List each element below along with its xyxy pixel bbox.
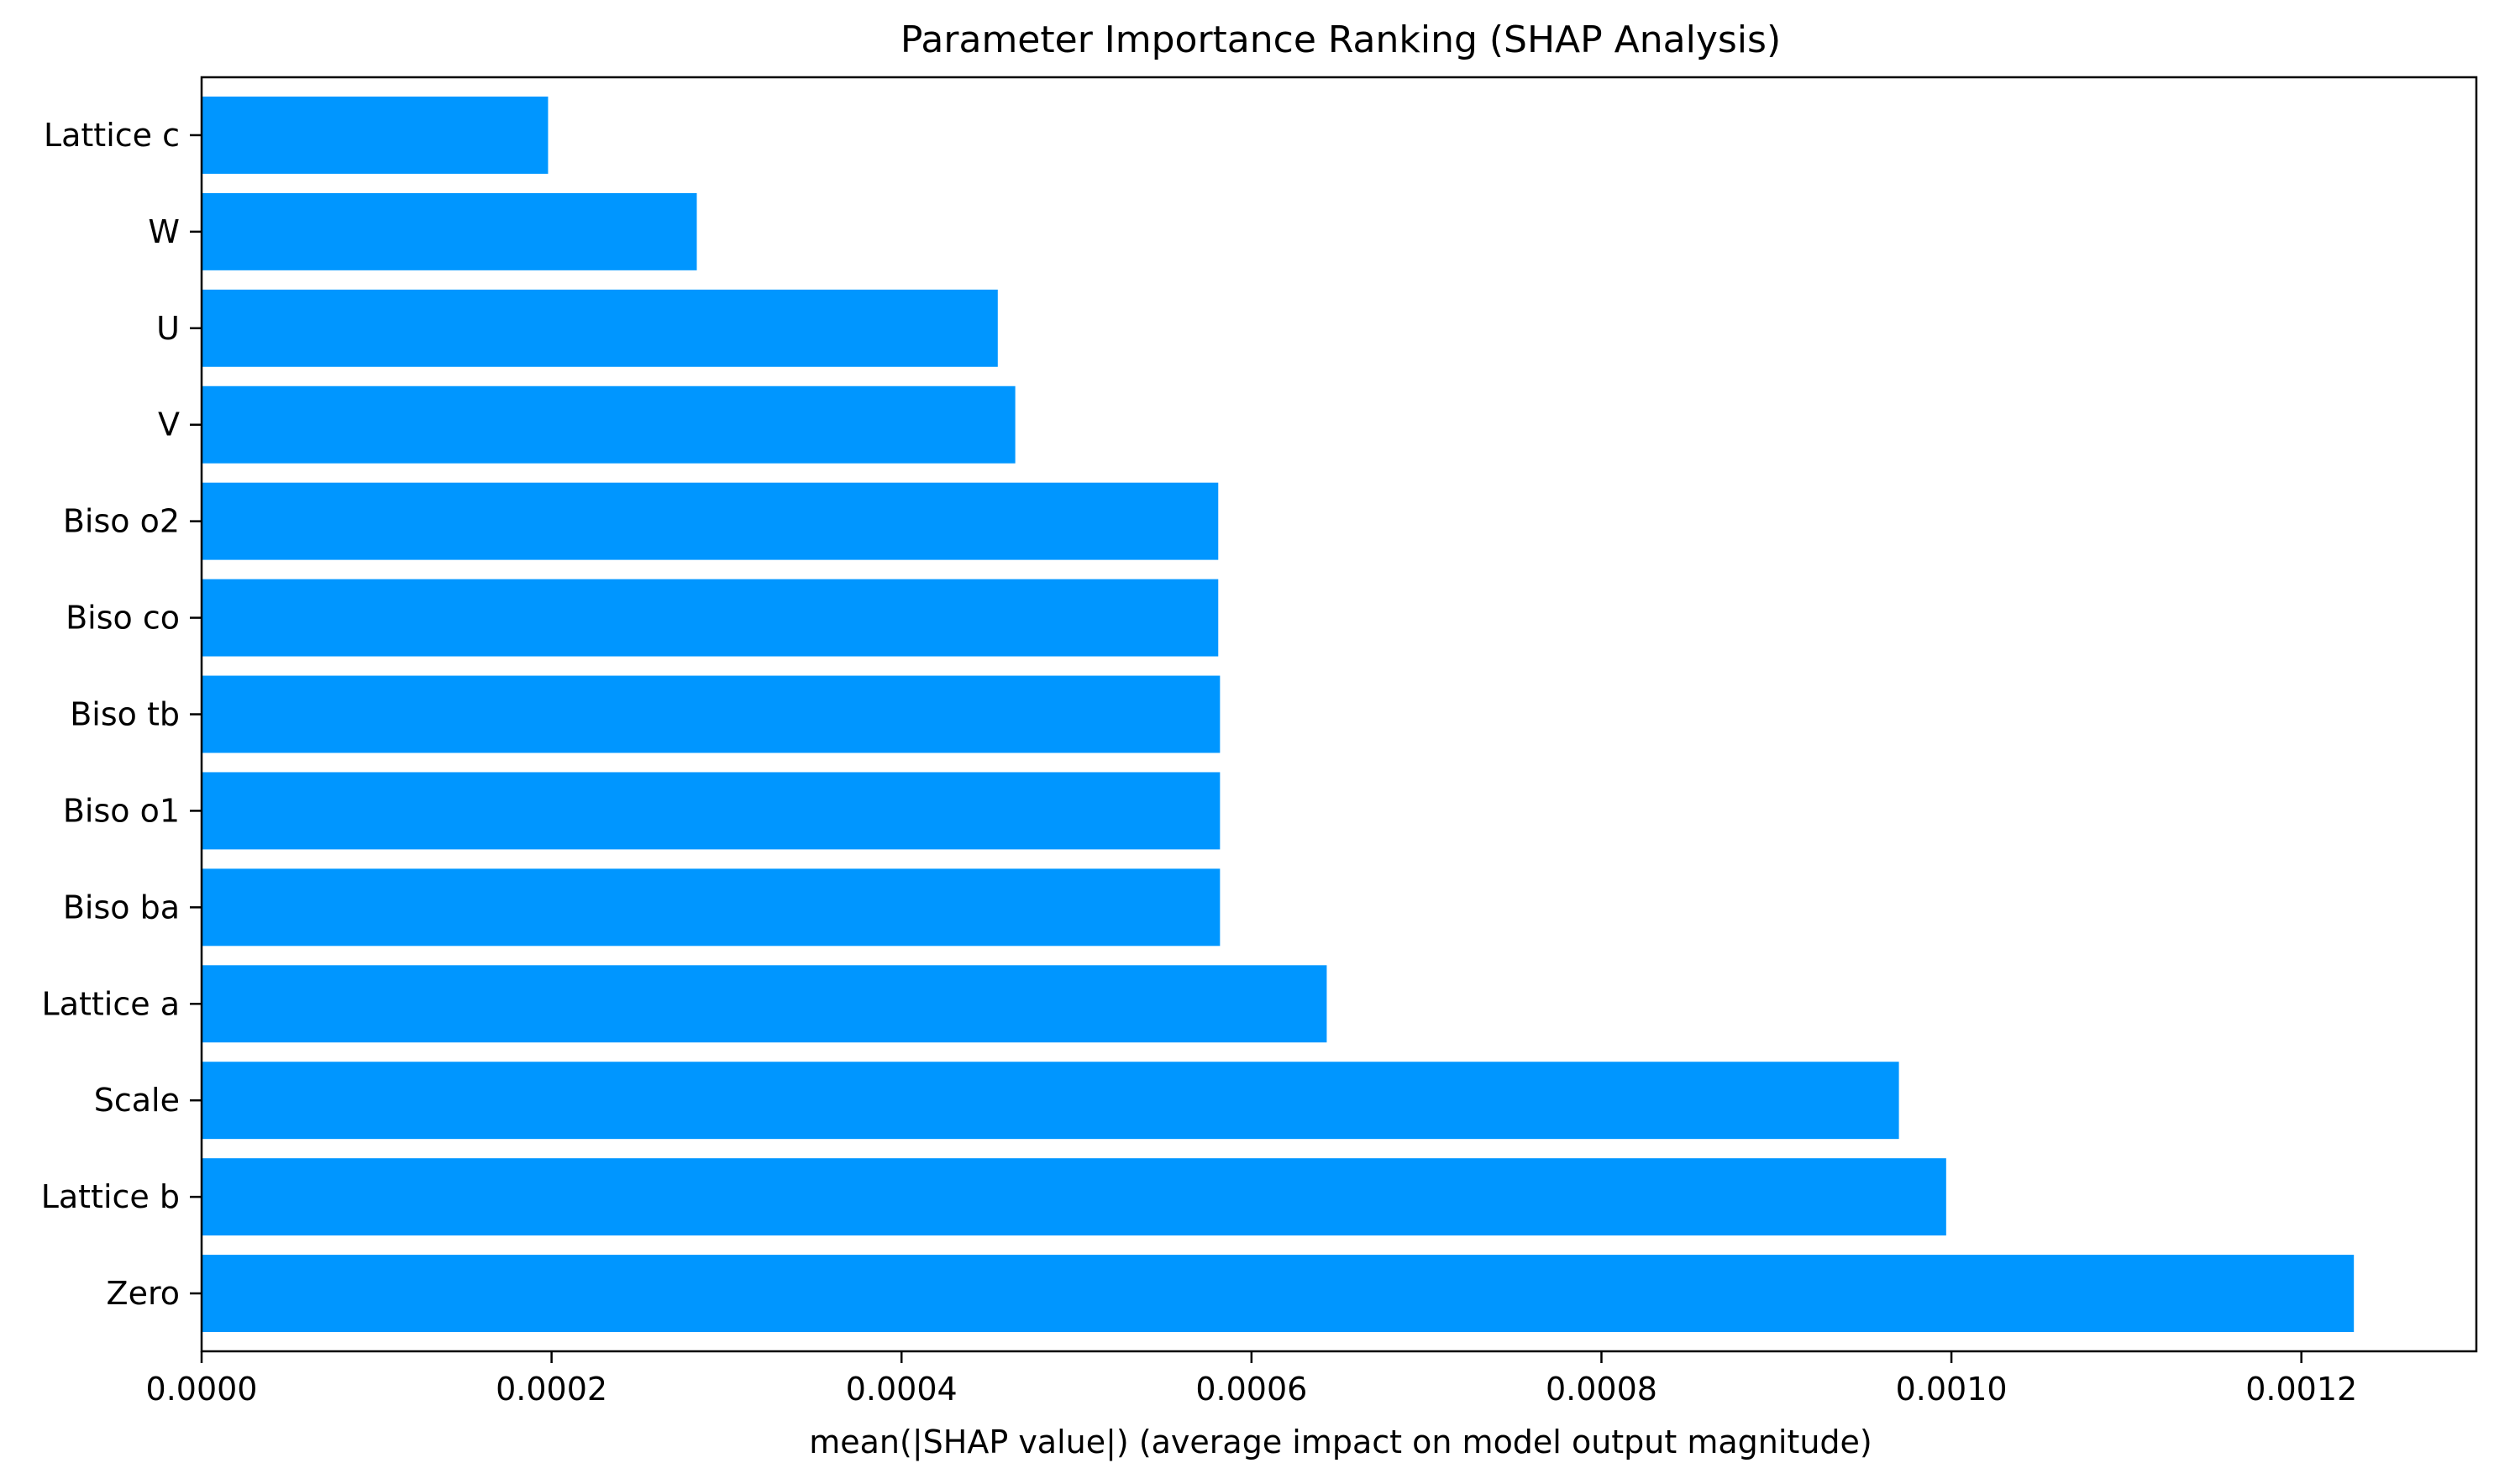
bar-lattice-b [202,1158,1946,1236]
bars-group [202,96,2355,1333]
plot-frame [200,76,2478,1353]
x-tick-label: 0.0000 [146,1371,258,1408]
y-axis-ticks: Zero Lattice b Scale Lattice a Biso ba Biso o… [41,117,202,1312]
bar-v [202,385,1016,464]
y-tick-label: Biso tb [70,696,180,733]
x-axis-label: mean(|SHAP value|) (average impact on mo… [809,1424,1872,1461]
y-tick-label: U [156,310,180,347]
bar-biso-ba [202,868,1221,947]
y-tick-label: Zero [107,1275,180,1312]
x-tick-label: 0.0004 [846,1371,958,1408]
bar-biso-co [202,579,1219,657]
bar-biso-o1 [202,772,1221,850]
x-tick-label: 0.0008 [1546,1371,1657,1408]
x-tick-label: 0.0012 [2245,1371,2357,1408]
bar-scale [202,1062,1899,1140]
chart-title: Parameter Importance Ranking (SHAP Analy… [900,18,1781,61]
bar-biso-o2 [202,482,1219,560]
bar-biso-tb [202,675,1221,753]
y-tick-label: Biso ba [63,889,180,926]
y-tick-label: Biso o2 [63,503,180,540]
x-tick-label: 0.0010 [1896,1371,2008,1408]
bar-zero [202,1255,2355,1333]
y-tick-label: V [158,406,180,443]
y-tick-label: Biso o1 [63,792,180,829]
y-tick-label: Biso co [66,600,180,637]
y-tick-label: Lattice a [42,985,180,1022]
y-tick-label: W [148,213,180,250]
x-tick-label: 0.0006 [1195,1371,1307,1408]
bar-lattice-c [202,96,549,174]
y-tick-label: Lattice c [44,117,180,154]
x-axis-ticks: 0.0000 0.0002 0.0004 0.0006 0.0008 0.0010 0.00… [146,1351,2357,1408]
y-tick-label: Lattice b [41,1178,180,1215]
bar-u [202,289,998,367]
bar-w [202,192,697,270]
bar-lattice-a [202,965,1327,1043]
y-tick-label: Scale [94,1082,180,1119]
x-tick-label: 0.0002 [496,1371,607,1408]
